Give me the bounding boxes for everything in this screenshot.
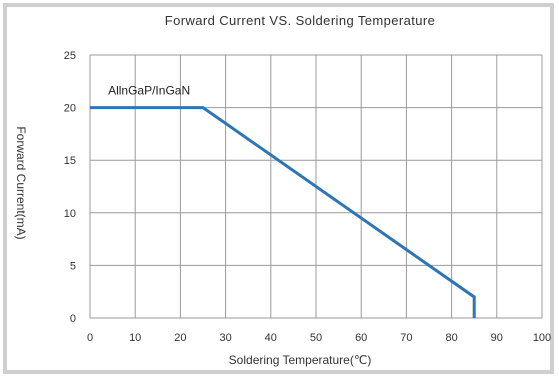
series-group: AllnGaP/InGaN <box>90 84 476 318</box>
x-tick-label: 100 <box>533 332 551 344</box>
y-tick-label: 20 <box>64 103 76 115</box>
y-tick-label: 10 <box>64 208 76 220</box>
y-tick-labels: 0 5 10 15 20 25 <box>64 50 76 325</box>
y-axis-label: Forward Current(mA) <box>14 126 28 239</box>
y-tick-label: 0 <box>70 313 76 325</box>
x-tick-label: 80 <box>445 332 457 344</box>
x-tick-label: 10 <box>129 332 141 344</box>
x-tick-label: 40 <box>265 332 277 344</box>
y-tick-label: 15 <box>64 155 76 167</box>
chart-grid <box>89 54 543 319</box>
chart-frame <box>3 3 554 374</box>
x-tick-label: 70 <box>400 332 412 344</box>
x-tick-label: 60 <box>355 332 367 344</box>
x-tick-label: 50 <box>310 332 322 344</box>
series-label: AllnGaP/InGaN <box>108 84 190 98</box>
x-tick-label: 0 <box>87 332 93 344</box>
x-tick-label: 20 <box>174 332 186 344</box>
y-tick-label: 25 <box>64 50 76 62</box>
x-axis-label: Soldering Temperature(℃) <box>229 353 372 367</box>
chart-title: Forward Current VS. Soldering Temperatur… <box>165 13 436 28</box>
x-tick-label: 30 <box>219 332 231 344</box>
x-tick-labels: 0 10 20 30 40 50 60 70 80 90 100 <box>87 332 551 344</box>
x-tick-label: 90 <box>491 332 503 344</box>
series-line <box>90 106 476 318</box>
y-tick-label: 5 <box>70 260 76 272</box>
